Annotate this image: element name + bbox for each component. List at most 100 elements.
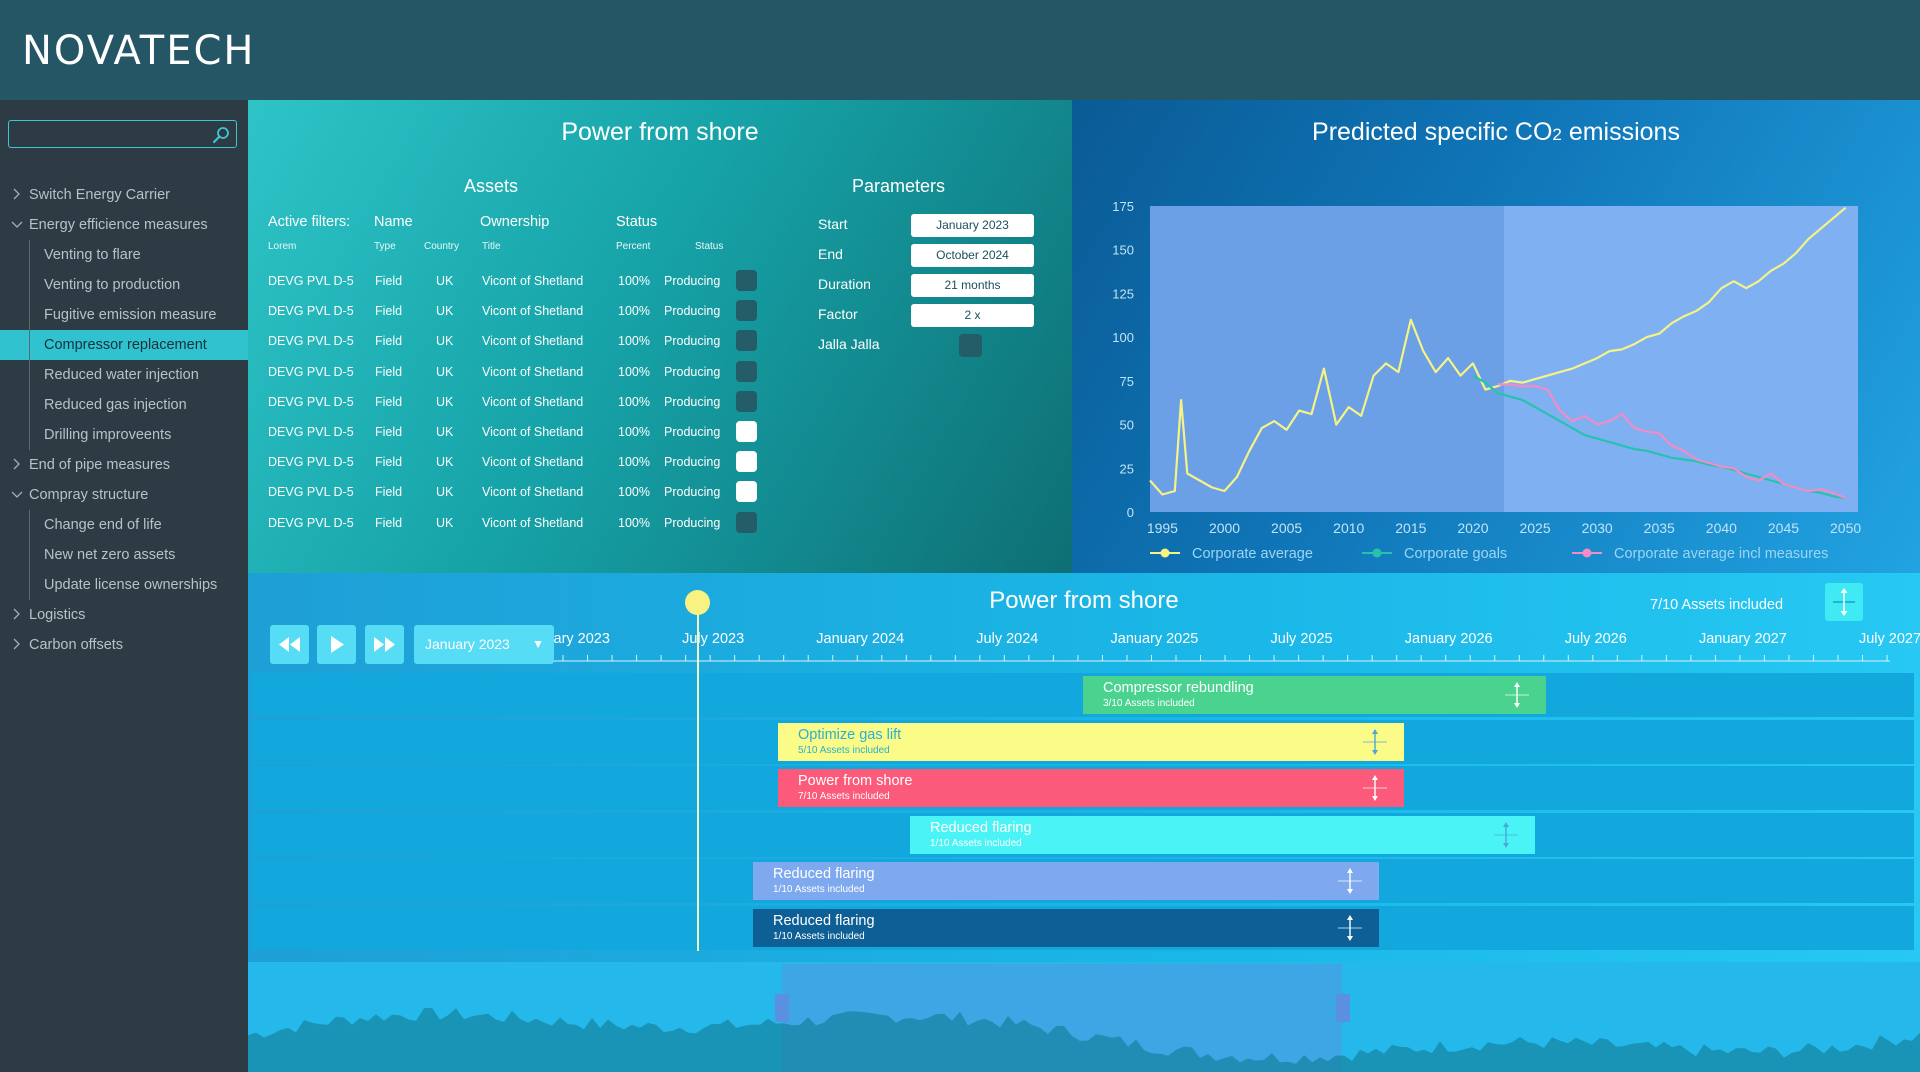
table-row[interactable]: DEVG PVL D-5 Field UK Vicont of Shetland 100… (248, 421, 757, 442)
date-select[interactable]: January 2023 ▼ (414, 625, 554, 664)
sidebar-item-switch-energy-carrier[interactable]: Switch Energy Carrier (0, 180, 248, 210)
sidebar-item-carbon-offsets[interactable]: Carbon offsets (0, 630, 248, 660)
resize-vertical-icon[interactable] (1360, 727, 1390, 757)
asset-type: Field (375, 425, 403, 439)
table-row[interactable]: DEVG PVL D-5 Field UK Vicont of Shetland 100… (248, 451, 757, 473)
sidebar-item-venting-to-production[interactable]: Venting to production (0, 270, 248, 300)
sidebar-item-end-of-pipe-measures[interactable]: End of pipe measures (0, 450, 248, 480)
date-select-value: January 2023 (425, 636, 510, 652)
table-row[interactable]: DEVG PVL D-5 Field UK Vicont of Shetland 100… (248, 360, 757, 382)
rewind-button[interactable] (270, 625, 309, 664)
legend-entry[interactable]: Corporate goals (1404, 546, 1507, 562)
sidebar-item-logistics[interactable]: Logistics (0, 600, 248, 630)
search-icon[interactable] (212, 126, 230, 144)
resize-vertical-icon[interactable] (1335, 866, 1365, 896)
y-tick-label: 150 (1112, 243, 1134, 258)
overview-right-handle[interactable] (1336, 994, 1350, 1022)
status-checkbox[interactable] (736, 270, 757, 291)
bar-title: Optimize gas lift (798, 726, 902, 743)
lorem-subheader: Lorem (268, 241, 297, 252)
play-button[interactable] (317, 625, 356, 664)
param-toggle-jalla-jalla[interactable] (959, 334, 982, 357)
search-input[interactable] (9, 121, 204, 147)
resize-vertical-icon[interactable] (1502, 680, 1532, 710)
ownership-column-header[interactable]: Ownership (480, 214, 550, 230)
sidebar-item-drilling-improveents[interactable]: Drilling improveents (0, 420, 248, 450)
x-tick-label: 2005 (1271, 520, 1302, 536)
sidebar-item-reduced-gas-injection[interactable]: Reduced gas injection (0, 390, 248, 420)
timeline-bar[interactable]: Reduced flaring 1/10 Assets included (753, 862, 1379, 900)
sidebar-item-label: Change end of life (44, 517, 162, 533)
sidebar-item-energy-efficience-measures[interactable]: Energy efficience measures (0, 210, 248, 240)
overview-left-handle[interactable] (775, 994, 789, 1022)
timeline-bar[interactable]: Reduced flaring 1/10 Assets included (910, 815, 1535, 854)
x-tick-label: 2020 (1457, 520, 1488, 536)
resize-vertical-icon[interactable] (1360, 773, 1390, 803)
sidebar-item-compressor-replacement[interactable]: Compressor replacement (0, 330, 248, 360)
status-checkbox[interactable] (736, 330, 757, 352)
x-tick-label: 2030 (1582, 520, 1613, 536)
adjust-height-button[interactable] (1825, 583, 1863, 621)
status-checkbox[interactable] (736, 481, 757, 503)
asset-country: UK (436, 485, 454, 500)
asset-owner: Vicont of Shetland (482, 425, 584, 439)
sidebar-item-label: Logistics (29, 607, 86, 623)
chart-title-main: Predicted specific CO (1312, 118, 1553, 146)
ruler-month-label: July 2024 (976, 631, 1038, 647)
percent-subheader: Percent (616, 241, 651, 252)
asset-percent: 100% (618, 274, 650, 288)
asset-status: Producing (664, 334, 721, 349)
status-checkbox[interactable] (736, 390, 757, 412)
param-field-start[interactable]: January 2023 (911, 214, 1034, 237)
app-header: NOVATECH (0, 0, 1920, 100)
sidebar-item-venting-to-flare[interactable]: Venting to flare (0, 240, 248, 270)
status-checkbox[interactable] (736, 300, 757, 322)
timeline-bar[interactable]: Compressor rebundling 3/10 Assets include… (1083, 676, 1546, 714)
bar-subtitle: 5/10 Assets included (798, 744, 890, 756)
bar-subtitle: 7/10 Assets included (798, 791, 890, 802)
sidebar-item-new-net-zero-assets[interactable]: New net zero assets (0, 540, 248, 570)
resize-vertical-icon[interactable] (1335, 913, 1365, 943)
status-checkbox[interactable] (736, 360, 757, 382)
table-row[interactable]: DEVG PVL D-5 Field UK Vicont of Shetland 100… (248, 270, 757, 291)
timeline-bar[interactable]: Power from shore 7/10 Assets included (778, 769, 1404, 807)
legend-entry[interactable]: Corporate average incl measures (1614, 546, 1828, 562)
sidebar-item-compray-structure[interactable]: Compray structure (0, 480, 248, 510)
sidebar-item-label: Compressor replacement (44, 337, 207, 353)
table-row[interactable]: DEVG PVL D-5 Field UK Vicont of Shetland 100… (248, 300, 757, 322)
param-field-factor[interactable]: 2 x (911, 304, 1034, 327)
status-checkbox[interactable] (736, 451, 757, 473)
bar-title: Reduced flaring (930, 819, 1032, 836)
status-column-header[interactable]: Status (616, 214, 658, 230)
y-tick-label: 25 (1120, 461, 1134, 476)
sidebar-item-change-end-of-life[interactable]: Change end of life (0, 510, 248, 540)
ruler-month-label: July 2023 (682, 631, 744, 647)
x-tick-label: 2040 (1706, 520, 1737, 536)
table-row[interactable]: DEVG PVL D-5 Field UK Vicont of Shetland 100… (248, 481, 757, 503)
y-tick-label: 75 (1120, 374, 1134, 389)
table-row[interactable]: DEVG PVL D-5 Field UK Vicont of Shetland 100… (248, 330, 757, 352)
status-checkbox[interactable] (736, 421, 757, 442)
resize-vertical-icon[interactable] (1491, 820, 1521, 850)
sidebar-item-label: Drilling improveents (44, 427, 172, 443)
timeline-bar[interactable]: Optimize gas lift 5/10 Assets included (778, 722, 1404, 761)
parameters-title: Parameters (852, 176, 946, 196)
timeline-lane: Power from shore 7/10 Assets included (252, 766, 1914, 810)
x-tick-label: 2050 (1830, 520, 1861, 536)
param-field-end[interactable]: October 2024 (911, 244, 1034, 267)
asset-status: Producing (664, 394, 721, 409)
status-checkbox[interactable] (736, 511, 757, 533)
timeline-bar[interactable]: Reduced flaring 1/10 Assets included (753, 908, 1379, 947)
table-row[interactable]: DEVG PVL D-5 Field UK Vicont of Shetland 100… (248, 390, 757, 412)
asset-status: Producing (664, 515, 721, 530)
name-column-header[interactable]: Name (374, 214, 413, 230)
sidebar-item-fugitive-emission-measure[interactable]: Fugitive emission measure (0, 300, 248, 330)
sidebar-item-reduced-water-injection[interactable]: Reduced water injection (0, 360, 248, 390)
playhead-handle[interactable] (685, 590, 710, 615)
fast-forward-button[interactable] (365, 625, 404, 664)
table-row[interactable]: DEVG PVL D-5 Field UK Vicont of Shetland 100… (248, 511, 757, 533)
legend-entry[interactable]: Corporate average (1192, 546, 1313, 562)
sidebar-item-update-license-ownerships[interactable]: Update license ownerships (0, 570, 248, 600)
asset-type: Field (375, 334, 403, 349)
param-field-duration[interactable]: 21 months (911, 274, 1034, 297)
